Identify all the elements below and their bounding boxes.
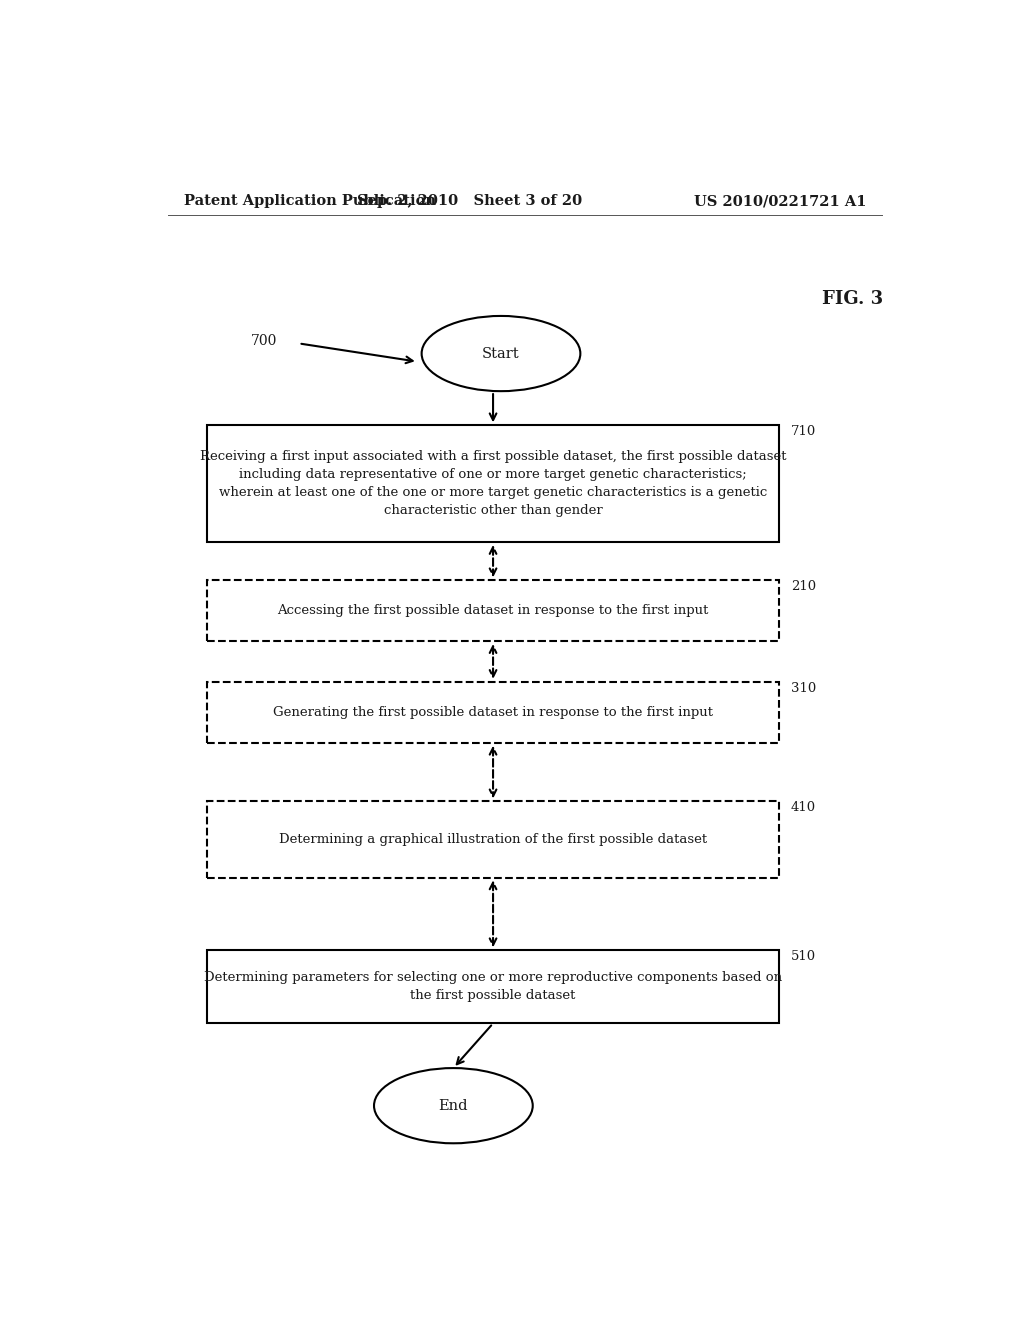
- Text: Accessing the first possible dataset in response to the first input: Accessing the first possible dataset in …: [278, 605, 709, 618]
- Text: Receiving a first input associated with a first possible dataset, the first poss: Receiving a first input associated with …: [200, 450, 786, 517]
- Text: FIG. 3: FIG. 3: [822, 289, 884, 308]
- Text: 710: 710: [791, 425, 816, 438]
- Text: 210: 210: [791, 581, 816, 593]
- FancyBboxPatch shape: [207, 682, 779, 743]
- Text: End: End: [438, 1098, 468, 1113]
- Text: US 2010/0221721 A1: US 2010/0221721 A1: [693, 194, 866, 209]
- Text: Determining a graphical illustration of the first possible dataset: Determining a graphical illustration of …: [279, 833, 708, 846]
- Text: 310: 310: [791, 682, 816, 694]
- FancyBboxPatch shape: [207, 950, 779, 1023]
- FancyBboxPatch shape: [207, 801, 779, 878]
- Text: Start: Start: [482, 347, 520, 360]
- Text: Determining parameters for selecting one or more reproductive components based o: Determining parameters for selecting one…: [204, 972, 782, 1002]
- Text: Sep. 2, 2010   Sheet 3 of 20: Sep. 2, 2010 Sheet 3 of 20: [356, 194, 582, 209]
- FancyBboxPatch shape: [207, 425, 779, 543]
- Text: Generating the first possible dataset in response to the first input: Generating the first possible dataset in…: [273, 706, 713, 719]
- FancyBboxPatch shape: [207, 581, 779, 642]
- Text: 410: 410: [791, 801, 816, 814]
- Text: 510: 510: [791, 950, 816, 964]
- Text: Patent Application Publication: Patent Application Publication: [183, 194, 435, 209]
- Text: 700: 700: [251, 334, 278, 348]
